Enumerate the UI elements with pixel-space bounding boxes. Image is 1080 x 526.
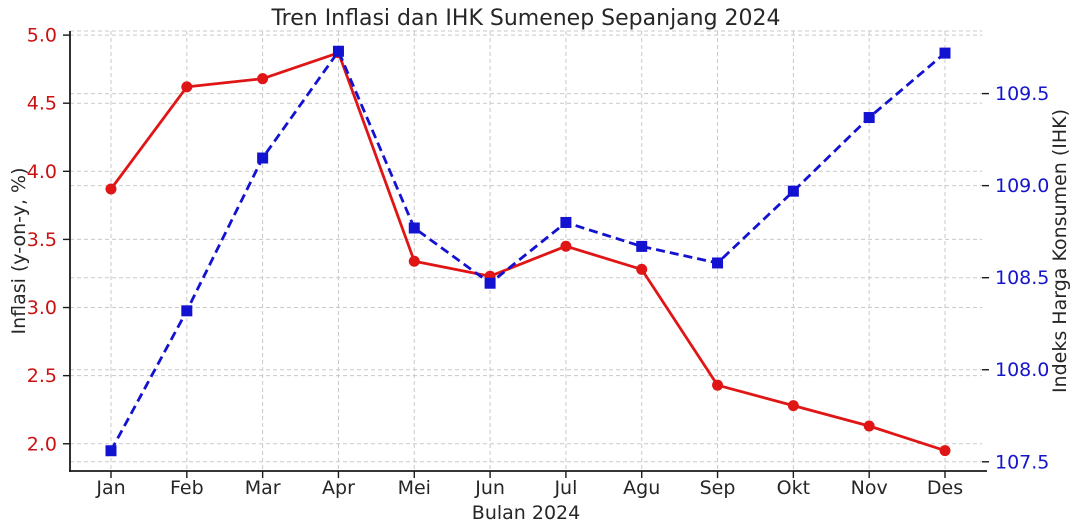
month-label-Sep: Sep	[700, 477, 736, 499]
x-axis-label: Bulan 2024	[472, 502, 580, 524]
right-tick-label: 109.5	[995, 83, 1049, 105]
ihk-point-Sep	[712, 257, 724, 269]
month-label-Apr: Apr	[322, 477, 355, 499]
inflasi-point-Des	[939, 445, 951, 457]
right-tick-label: 107.5	[995, 451, 1049, 473]
month-label-Mei: Mei	[398, 477, 431, 499]
inflasi-point-Sep	[712, 379, 724, 391]
inflasi-point-Feb	[181, 81, 193, 93]
series-layer	[105, 45, 951, 457]
left-tick-label: 3.0	[27, 297, 57, 319]
inflasi-point-Jul	[560, 240, 572, 252]
inflasi-point-Okt	[787, 400, 799, 412]
inflasi-point-Agu	[636, 263, 648, 275]
inflasi-line	[109, 51, 946, 452]
right-axis-label: Indeks Harga Konsumen (IHK)	[1049, 109, 1071, 393]
ihk-line	[109, 49, 946, 452]
left-tick-label: 5.0	[27, 25, 57, 47]
left-tick-label: 3.5	[27, 229, 57, 251]
inflasi-point-Jan	[105, 183, 117, 195]
left-axis-label: Inflasi (y-on-y, %)	[8, 168, 30, 335]
ihk-point-Nov	[863, 112, 875, 124]
right-tick-label: 108.0	[995, 359, 1049, 381]
left-tick-label: 2.0	[27, 433, 57, 455]
left-tick-label: 4.5	[27, 93, 57, 115]
right-tick-label: 108.5	[995, 267, 1049, 289]
inflasi-point-Mei	[408, 255, 420, 267]
month-label-Nov: Nov	[851, 477, 888, 499]
ihk-point-Mei	[408, 222, 420, 234]
month-label-Jun: Jun	[474, 477, 505, 499]
month-label-Feb: Feb	[170, 477, 204, 499]
axis-layer: 2.0 2.5 3.0 3.5 4.0 4.5 5.0 107.5 108.0 108.5 109.…	[27, 25, 1050, 499]
right-tick-label: 109.0	[995, 175, 1049, 197]
ihk-point-Jul	[560, 216, 572, 228]
ihk-point-Agu	[636, 240, 648, 252]
inflasi-point-Nov	[863, 420, 875, 432]
ihk-point-Feb	[181, 305, 193, 317]
month-label-Mar: Mar	[245, 477, 281, 499]
ihk-point-Mar	[257, 152, 269, 164]
ihk-point-Apr	[332, 45, 344, 57]
left-tick-label: 2.5	[27, 365, 57, 387]
inflasi-point-Mar	[257, 73, 269, 85]
chart-title: Tren Inflasi dan IHK Sumenep Sepanjang 2…	[270, 6, 780, 31]
month-label-Des: Des	[927, 477, 963, 499]
month-label-Jan: Jan	[95, 477, 125, 499]
grid-layer	[70, 30, 982, 471]
left-tick-label: 4.0	[27, 161, 57, 183]
month-label-Agu: Agu	[623, 477, 660, 499]
ihk-point-Jun	[484, 277, 496, 289]
ihk-point-Okt	[787, 185, 799, 197]
month-label-Okt: Okt	[777, 477, 810, 499]
month-label-Jul: Jul	[553, 477, 577, 499]
ihk-point-Jan	[105, 445, 117, 457]
ihk-point-Des	[939, 47, 951, 59]
